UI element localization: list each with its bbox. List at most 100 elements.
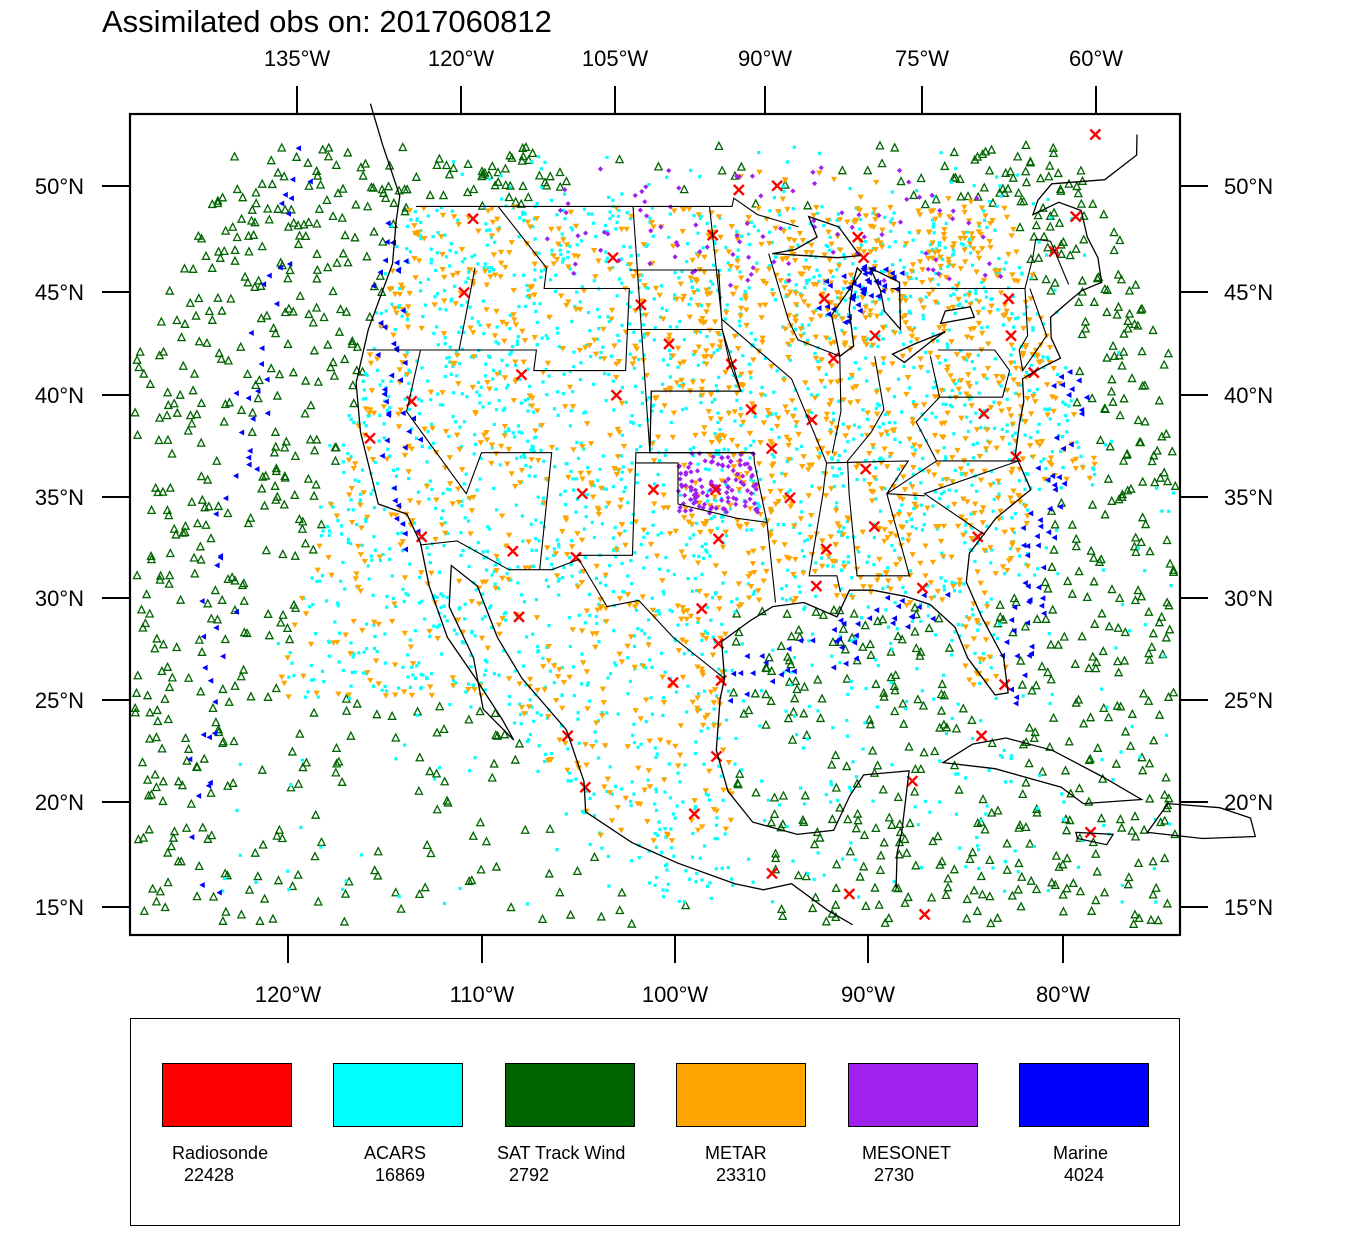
acars-marker <box>738 324 742 328</box>
metar-marker <box>937 254 944 261</box>
metar-marker <box>840 593 847 599</box>
sat-wind-marker <box>490 707 500 718</box>
acars-marker <box>1022 312 1026 316</box>
metar-marker <box>631 356 638 362</box>
acars-marker <box>978 660 982 665</box>
sat-wind-marker <box>843 814 853 824</box>
acars-marker <box>534 309 538 314</box>
sat-wind-marker <box>1074 296 1084 307</box>
acars-marker <box>898 440 902 444</box>
sat-wind-marker <box>1105 441 1115 451</box>
metar-marker <box>711 494 718 501</box>
metar-marker <box>811 569 819 575</box>
acars-marker <box>946 345 950 349</box>
acars-marker <box>351 508 356 512</box>
sat-wind-marker <box>949 864 959 874</box>
acars-marker <box>1012 347 1016 351</box>
metar-marker <box>970 246 977 252</box>
sat-wind-marker <box>268 913 278 923</box>
acars-marker <box>483 688 487 692</box>
sat-wind-marker <box>157 743 167 753</box>
acars-marker <box>572 693 576 698</box>
acars-marker <box>347 696 352 700</box>
acars-marker <box>604 487 608 491</box>
sat-wind-marker <box>331 767 341 777</box>
metar-marker <box>631 604 639 610</box>
acars-marker <box>641 323 646 327</box>
sat-wind-marker <box>282 622 293 633</box>
sat-wind-marker <box>352 341 363 351</box>
metar-marker <box>730 452 737 459</box>
sat-wind-marker <box>518 180 528 190</box>
acars-marker <box>772 390 776 394</box>
sat-wind-marker <box>1124 285 1135 295</box>
acars-marker <box>490 446 494 450</box>
acars-marker <box>887 297 891 301</box>
metar-marker <box>734 258 741 265</box>
acars-marker <box>361 379 365 383</box>
metar-marker <box>342 632 349 638</box>
acars-marker <box>896 377 901 381</box>
acars-marker <box>970 526 974 530</box>
sat-wind-marker <box>176 856 186 866</box>
metar-marker <box>707 392 715 398</box>
acars-marker <box>663 826 667 831</box>
sat-wind-marker <box>304 180 314 190</box>
acars-marker <box>605 229 609 233</box>
metar-marker <box>707 416 715 422</box>
acars-marker <box>1035 806 1039 810</box>
acars-marker <box>923 418 927 422</box>
sat-wind-marker <box>218 915 228 925</box>
acars-marker <box>431 441 436 445</box>
sat-wind-marker <box>1100 403 1111 414</box>
sat-wind-marker <box>516 198 526 208</box>
sat-wind-marker <box>150 769 160 779</box>
metar-marker <box>975 255 983 262</box>
acars-marker <box>362 650 366 654</box>
sat-wind-marker <box>199 753 209 763</box>
metar-marker <box>516 681 523 687</box>
acars-marker <box>591 382 596 386</box>
metar-marker <box>895 511 903 518</box>
acars-marker <box>654 845 658 849</box>
sat-wind-marker <box>1154 709 1165 719</box>
sat-wind-marker <box>1129 318 1140 329</box>
metar-marker <box>731 409 739 415</box>
metar-marker <box>505 576 512 583</box>
acars-marker <box>1009 353 1013 357</box>
acars-marker <box>386 395 391 399</box>
sat-wind-marker <box>346 730 356 740</box>
acars-marker <box>901 342 906 346</box>
metar-marker <box>1019 456 1027 462</box>
metar-marker <box>780 377 788 384</box>
acars-marker <box>534 435 538 439</box>
sat-wind-marker <box>194 293 204 303</box>
mesonet-marker <box>689 478 695 484</box>
sat-wind-marker <box>1000 187 1010 197</box>
acars-marker <box>460 640 465 644</box>
metar-marker <box>808 513 815 519</box>
sat-wind-marker <box>268 322 279 333</box>
acars-marker <box>566 250 570 254</box>
acars-marker <box>454 250 458 255</box>
acars-marker <box>482 556 486 560</box>
acars-marker <box>577 741 581 745</box>
acars-marker <box>687 877 692 881</box>
acars-marker <box>1079 454 1083 458</box>
sat-wind-marker <box>133 834 144 844</box>
acars-marker <box>451 415 455 419</box>
acars-marker <box>933 633 938 637</box>
acars-marker <box>807 323 811 327</box>
metar-marker <box>626 262 634 268</box>
acars-marker <box>1120 602 1125 607</box>
metar-marker <box>758 392 765 399</box>
metar-marker <box>504 461 511 468</box>
acars-marker <box>784 598 789 602</box>
acars-marker <box>647 396 651 400</box>
sat-wind-marker <box>1144 758 1155 768</box>
metar-marker <box>934 449 941 455</box>
acars-marker <box>444 255 449 259</box>
acars-marker <box>630 780 634 784</box>
acars-marker <box>632 722 636 726</box>
acars-marker <box>908 481 913 485</box>
